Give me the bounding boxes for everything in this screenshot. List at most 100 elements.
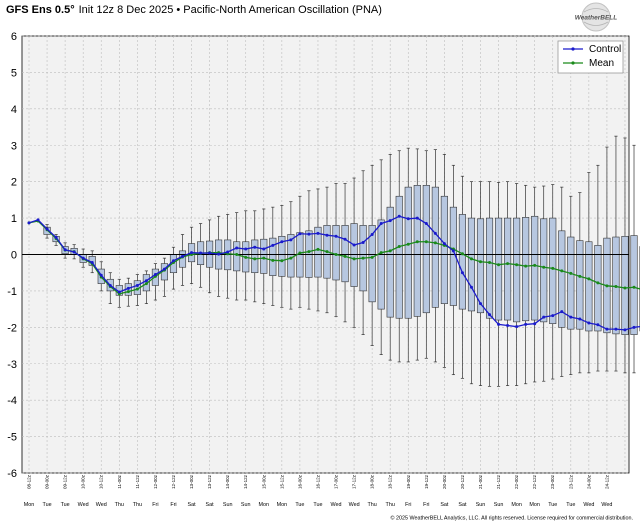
title-bullet: • xyxy=(176,4,180,16)
ensemble-box xyxy=(278,235,286,277)
ensemble-box xyxy=(621,235,629,335)
mean-point xyxy=(424,240,428,244)
x-tick-label: 23-12z xyxy=(568,474,573,489)
y-tick-label: -4 xyxy=(7,395,17,407)
mean-point xyxy=(515,263,519,267)
control-point xyxy=(126,286,130,290)
mean-point xyxy=(262,256,266,260)
mean-point xyxy=(560,269,564,273)
control-point xyxy=(533,322,537,326)
x-tick-label: 13-00z xyxy=(189,474,194,489)
control-point xyxy=(36,218,40,222)
ensemble-box xyxy=(431,186,439,308)
x-tick-label: 15-00z xyxy=(261,474,266,489)
mean-point xyxy=(578,274,582,278)
mean-point xyxy=(334,253,338,256)
day-label: Fri xyxy=(423,502,429,508)
mean-point xyxy=(587,277,591,281)
mean-point xyxy=(524,264,528,268)
mean-point xyxy=(352,257,356,261)
mean-point xyxy=(289,256,293,260)
day-label: Tue xyxy=(548,502,557,508)
x-tick-label: 23-00z xyxy=(550,474,555,489)
y-tick-label: -1 xyxy=(7,286,17,298)
x-tick-label: 20-00z xyxy=(442,474,447,489)
x-tick-label: 15-12z xyxy=(279,474,284,489)
day-label: Wed xyxy=(331,502,342,508)
x-tick-label: 17-00z xyxy=(334,474,339,489)
ensemble-box xyxy=(449,206,457,306)
x-tick-label: 14-00z xyxy=(225,474,230,489)
control-point xyxy=(551,314,555,318)
ensemble-box xyxy=(540,218,548,323)
control-point xyxy=(271,243,275,247)
day-label: Wed xyxy=(601,502,612,508)
y-tick-label: 3 xyxy=(11,140,17,152)
control-point xyxy=(614,327,618,331)
x-tick-label: 20-12z xyxy=(460,474,465,489)
x-tick-label: 14-12z xyxy=(243,474,248,489)
x-tick-label: 18-00z xyxy=(370,474,375,489)
control-point xyxy=(397,214,401,218)
ensemble-box xyxy=(495,217,503,321)
control-point xyxy=(99,273,103,277)
y-tick-label: -5 xyxy=(7,432,17,444)
ensemble-box xyxy=(269,237,277,276)
variable-name: Pacific-North American Oscillation (PNA) xyxy=(183,4,382,16)
x-tick-label: 12-12z xyxy=(171,474,176,489)
control-point xyxy=(469,285,473,289)
control-point xyxy=(424,222,428,226)
x-tick-label: 24-12z xyxy=(604,474,609,489)
x-tick-label: 21-12z xyxy=(496,474,501,489)
control-point xyxy=(72,250,76,254)
day-label: Fri xyxy=(170,502,176,508)
mean-point xyxy=(126,290,130,294)
day-label: Tue xyxy=(295,502,304,508)
control-point xyxy=(298,232,302,236)
control-point xyxy=(90,261,94,265)
model-name: GFS Ens 0.5° xyxy=(6,4,75,16)
mean-point xyxy=(271,258,275,262)
control-point xyxy=(605,327,609,331)
control-point xyxy=(497,322,501,326)
x-axis-day-labels: Mon Tue Tue Wed Wed Thu Thu Fri Fri Sat Sat Sun Sun M… xyxy=(24,502,613,508)
control-point xyxy=(515,325,519,329)
control-point xyxy=(108,283,112,287)
control-point xyxy=(569,315,573,319)
control-point xyxy=(433,231,437,235)
day-label: Wed xyxy=(78,502,89,508)
day-label: Mon xyxy=(277,502,288,508)
logo-text: WeatherBELL xyxy=(575,15,618,22)
ensemble-box xyxy=(350,223,358,287)
legend-control-marker xyxy=(571,47,575,51)
control-point xyxy=(289,238,293,242)
ensemble-box xyxy=(341,225,349,283)
control-point xyxy=(199,251,203,255)
y-tick-label: 4 xyxy=(11,104,17,116)
x-tick-label: 09-12z xyxy=(63,474,68,489)
control-point xyxy=(352,243,356,247)
day-label: Sun xyxy=(476,502,486,508)
x-tick-label: 10-00z xyxy=(81,474,86,489)
control-point xyxy=(54,235,58,239)
mean-point xyxy=(235,253,239,256)
control-point xyxy=(596,323,600,327)
x-tick-label: 11-12z xyxy=(135,474,140,488)
x-tick-label: 13-12z xyxy=(207,474,212,489)
control-series xyxy=(27,214,640,332)
control-point xyxy=(253,245,257,249)
control-point xyxy=(632,325,636,329)
day-label: Wed xyxy=(96,502,107,508)
mean-point xyxy=(397,244,401,248)
control-point xyxy=(415,216,419,220)
day-label: Mon xyxy=(24,502,35,508)
y-tick-label: 0 xyxy=(11,250,17,262)
day-label: Fri xyxy=(405,502,411,508)
day-label: Tue xyxy=(43,502,52,508)
control-point xyxy=(370,232,374,236)
control-point xyxy=(524,322,528,326)
control-point xyxy=(235,246,239,250)
ensemble-box xyxy=(386,206,394,318)
control-point xyxy=(135,283,139,287)
mean-point xyxy=(614,285,618,289)
